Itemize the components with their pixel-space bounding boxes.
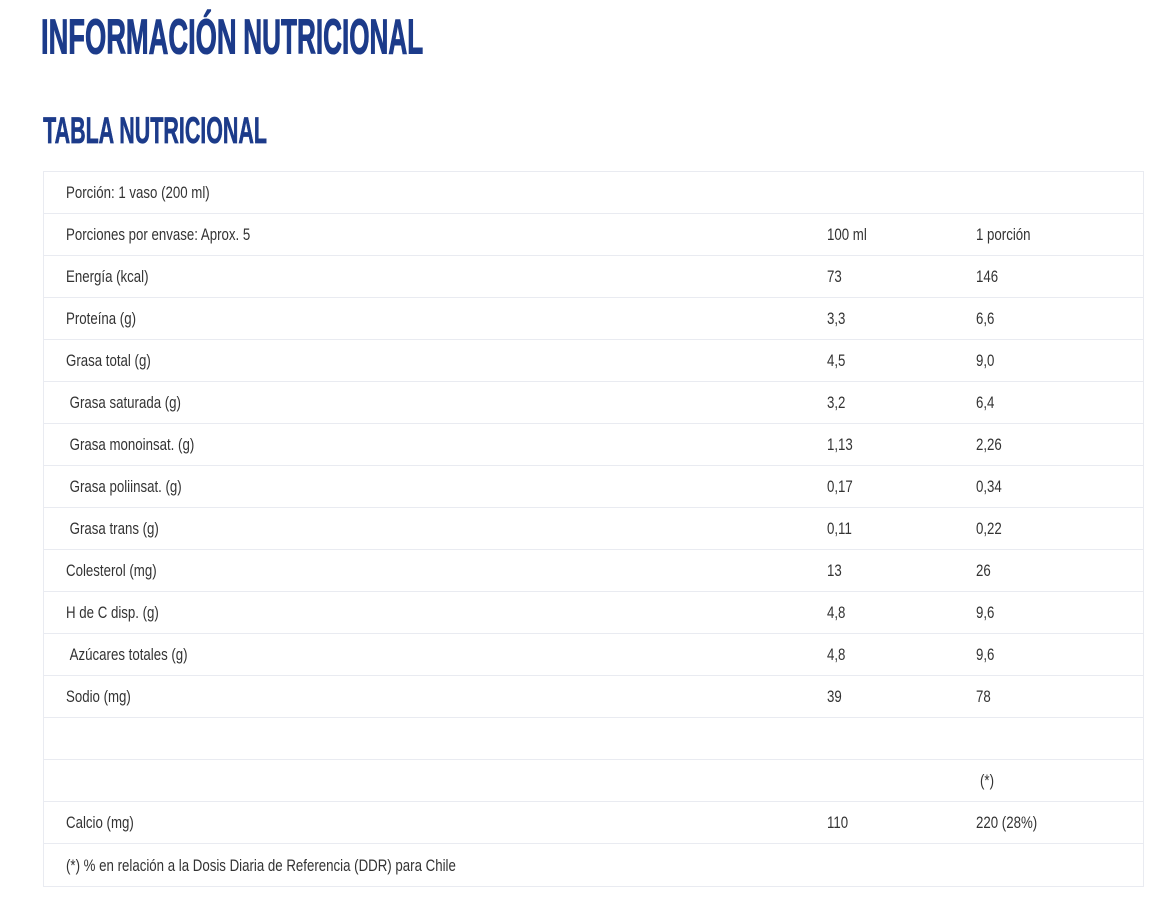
svg-text:TABLA NUTRICIONAL: TABLA NUTRICIONAL (43, 109, 267, 151)
svg-text:NUTRICIONAL: NUTRICIONAL (243, 11, 423, 65)
svg-text:INFORMACIÓN: INFORMACIÓN (41, 10, 237, 65)
